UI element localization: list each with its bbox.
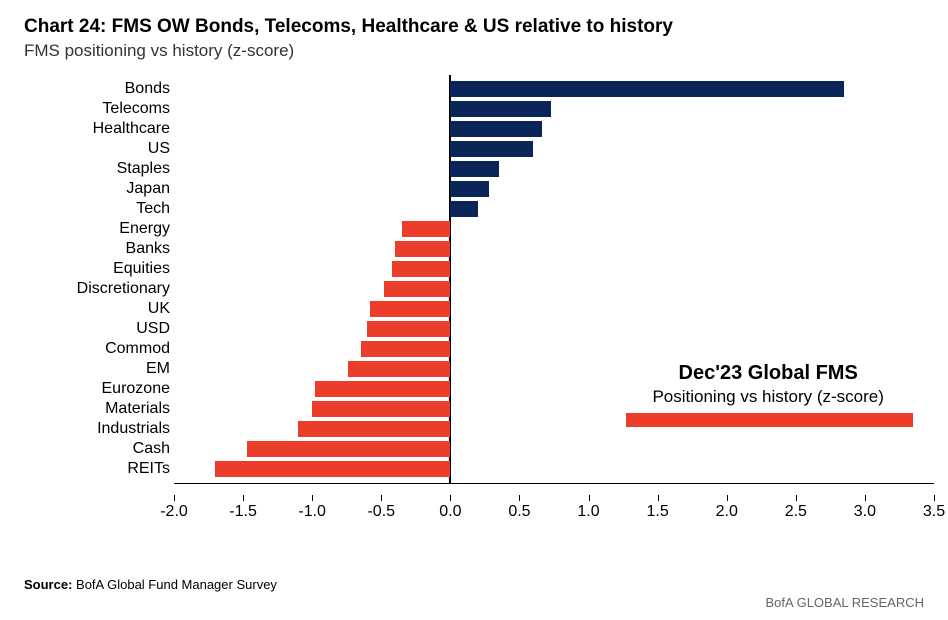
x-tick-label: 1.0 xyxy=(577,503,599,521)
category-label: Japan xyxy=(24,181,170,197)
x-tick-mark xyxy=(381,495,382,501)
bar xyxy=(215,461,450,477)
category-label: Equities xyxy=(24,261,170,277)
x-tick-label: 1.5 xyxy=(647,503,669,521)
x-tick-mark xyxy=(796,495,797,501)
category-label: Energy xyxy=(24,221,170,237)
source-prefix: Source: xyxy=(24,577,72,592)
category-label: Materials xyxy=(24,401,170,417)
bar xyxy=(450,201,478,217)
x-tick-label: -2.0 xyxy=(160,503,188,521)
x-tick-label: 0.0 xyxy=(439,503,461,521)
category-label: Commod xyxy=(24,341,170,357)
bar xyxy=(315,381,450,397)
bar xyxy=(450,161,498,177)
category-label: Healthcare xyxy=(24,121,170,137)
legend-title: Dec'23 Global FMS xyxy=(648,361,888,386)
category-label: REITs xyxy=(24,461,170,477)
category-label: Eurozone xyxy=(24,381,170,397)
category-label: UK xyxy=(24,301,170,317)
plot-area: Dec'23 Global FMSPositioning vs history … xyxy=(174,75,934,495)
bar xyxy=(312,401,450,417)
bar xyxy=(450,81,844,97)
legend: Dec'23 Global FMSPositioning vs history … xyxy=(648,361,888,407)
bar xyxy=(348,361,450,377)
x-tick-mark xyxy=(589,495,590,501)
x-tick-label: -1.0 xyxy=(298,503,326,521)
x-tick-mark xyxy=(727,495,728,501)
bar xyxy=(367,321,450,337)
category-label: Discretionary xyxy=(24,281,170,297)
x-tick-mark xyxy=(312,495,313,501)
x-tick-label: 2.5 xyxy=(785,503,807,521)
bar xyxy=(450,181,489,197)
bar xyxy=(298,421,450,437)
chart-subtitle: FMS positioning vs history (z-score) xyxy=(24,41,924,61)
bar xyxy=(392,261,450,277)
category-label: Cash xyxy=(24,441,170,457)
category-label: USD xyxy=(24,321,170,337)
category-label: EM xyxy=(24,361,170,377)
x-tick-mark xyxy=(934,495,935,501)
category-label: Telecoms xyxy=(24,101,170,117)
x-tick-label: 3.5 xyxy=(923,503,945,521)
category-label: US xyxy=(24,141,170,157)
bar xyxy=(395,241,450,257)
x-tick-mark xyxy=(865,495,866,501)
source-text: BofA Global Fund Manager Survey xyxy=(76,577,277,592)
chart-title: Chart 24: FMS OW Bonds, Telecoms, Health… xyxy=(24,16,924,39)
bar xyxy=(370,301,450,317)
y-axis-labels: Bonds Telecoms Healthcare US Staples Japan Tec… xyxy=(24,75,170,495)
category-label: Industrials xyxy=(24,421,170,437)
x-tick-mark xyxy=(658,495,659,501)
x-tick-mark xyxy=(174,495,175,501)
category-label: Banks xyxy=(24,241,170,257)
bar xyxy=(247,441,450,457)
bar xyxy=(450,101,551,117)
x-tick-label: -0.5 xyxy=(367,503,395,521)
legend-swatch xyxy=(626,413,913,427)
x-axis: -2.0-1.5-1.0-0.50.00.51.01.52.02.53.03.5 xyxy=(174,495,934,525)
x-tick-label: 0.5 xyxy=(508,503,530,521)
category-label: Bonds xyxy=(24,81,170,97)
x-tick-mark xyxy=(519,495,520,501)
x-tick-label: 2.0 xyxy=(716,503,738,521)
x-tick-mark xyxy=(243,495,244,501)
bar xyxy=(384,281,450,297)
chart-area: Bonds Telecoms Healthcare US Staples Japan Tec… xyxy=(24,75,924,525)
source-line: Source: BofA Global Fund Manager Survey xyxy=(24,577,277,592)
bar xyxy=(450,141,533,157)
bar xyxy=(450,121,541,137)
bar xyxy=(402,221,450,237)
category-label: Tech xyxy=(24,201,170,217)
x-tick-label: -1.5 xyxy=(229,503,257,521)
category-label: Staples xyxy=(24,161,170,177)
legend-subtitle: Positioning vs history (z-score) xyxy=(648,386,888,407)
brand-footer: BofA GLOBAL RESEARCH xyxy=(766,595,924,610)
x-tick-label: 3.0 xyxy=(854,503,876,521)
bar xyxy=(361,341,451,357)
x-tick-mark xyxy=(450,495,451,501)
